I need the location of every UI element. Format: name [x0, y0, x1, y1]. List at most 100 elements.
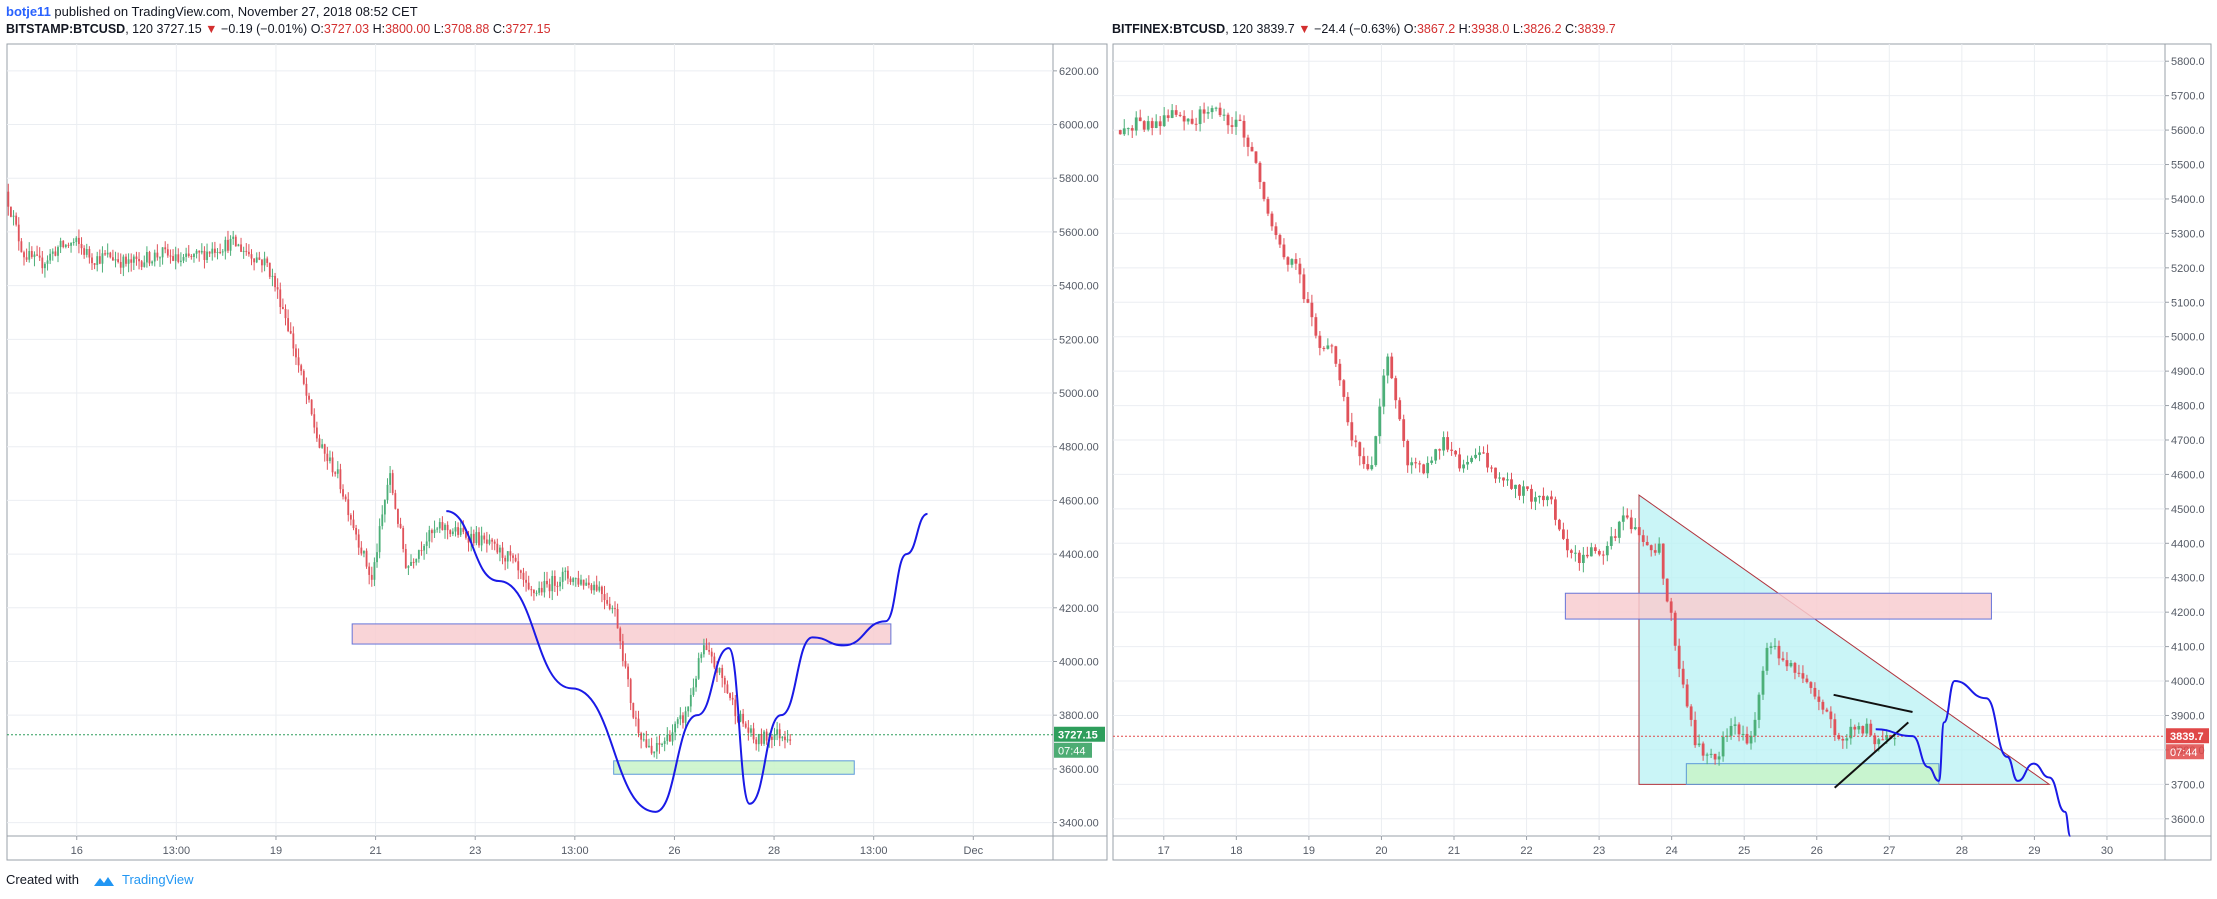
- left-low: 3708.88: [444, 22, 490, 36]
- candle-body: [1438, 449, 1442, 451]
- candle-body: [323, 444, 326, 454]
- x-tick-label: 21: [1448, 845, 1460, 857]
- candle-body: [125, 256, 127, 264]
- y-tick-label: 4200.0: [2171, 607, 2205, 619]
- tradingview-link[interactable]: TradingView: [122, 872, 194, 887]
- candle-body: [305, 383, 308, 396]
- candle-body: [496, 543, 499, 553]
- candle-body: [600, 586, 603, 595]
- candle-body: [1801, 673, 1805, 679]
- countdown-label: 07:44: [1058, 746, 1086, 758]
- right-change: −24.4 (−0.63%): [1314, 22, 1401, 36]
- candle-body: [342, 489, 344, 497]
- candle-body: [702, 645, 705, 655]
- author-link[interactable]: botje11: [6, 4, 51, 19]
- y-tick-label: 5000.0: [2171, 332, 2205, 344]
- candle-body: [1138, 117, 1142, 122]
- y-tick-label: 6000.00: [1059, 120, 1099, 132]
- candle-body: [1877, 739, 1881, 745]
- candle-body: [1506, 479, 1509, 481]
- candle-body: [457, 527, 460, 535]
- candle-body: [721, 668, 724, 678]
- candle-body: [407, 565, 410, 568]
- candle-body: [1633, 527, 1637, 530]
- candle-body: [1130, 128, 1134, 131]
- candle-body: [127, 259, 130, 264]
- candle-body: [412, 561, 415, 563]
- candle-body: [242, 250, 245, 252]
- candle-body: [44, 263, 46, 269]
- candle-body: [1198, 109, 1202, 125]
- candle-body: [1845, 738, 1849, 741]
- candle-body: [598, 586, 601, 591]
- candle-body: [117, 259, 120, 262]
- x-tick-label: 21: [369, 845, 381, 857]
- candle-body: [227, 239, 229, 251]
- candle-body: [587, 582, 590, 586]
- y-tick-label: 4800.00: [1059, 442, 1099, 454]
- candle-body: [245, 250, 248, 252]
- y-tick-label: 4000.0: [2171, 676, 2205, 688]
- candle-body: [190, 255, 193, 258]
- candle-body: [695, 678, 697, 688]
- candle-body: [1266, 199, 1270, 214]
- candle-body: [559, 581, 561, 587]
- candle-body: [668, 734, 671, 742]
- candle-body: [645, 739, 648, 748]
- candle-body: [166, 249, 169, 256]
- right-symbol: BITFINEX:BTCUSD: [1112, 22, 1226, 36]
- candle-body: [629, 679, 632, 703]
- candle-body: [551, 575, 554, 592]
- candle-body: [12, 215, 15, 217]
- candle-body: [1306, 299, 1310, 303]
- y-tick-label: 3400.00: [1059, 818, 1099, 830]
- candle-body: [1705, 754, 1709, 756]
- countdown-label: 07:44: [2170, 747, 2198, 759]
- published-text: published on TradingView.com, November 2…: [50, 4, 418, 19]
- candle-body: [376, 552, 378, 563]
- candle-body: [1338, 363, 1342, 381]
- candle-body: [1206, 112, 1210, 114]
- candle-body: [621, 641, 624, 661]
- candle-body: [263, 258, 266, 266]
- candle-body: [284, 309, 287, 319]
- candle-body: [318, 438, 321, 448]
- candle-body: [250, 254, 253, 259]
- right-symbol-legend: BITFINEX:BTCUSD, 120 3839.7 ▼ −24.4 (−0.…: [1112, 22, 1616, 36]
- candle-body: [1270, 213, 1274, 227]
- candle-body: [1577, 552, 1581, 563]
- candle-body: [574, 578, 577, 580]
- candle-body: [67, 244, 70, 246]
- candle-body: [1757, 694, 1761, 720]
- candle-body: [1569, 550, 1573, 553]
- candle-body: [373, 562, 376, 580]
- candle-body: [1817, 696, 1821, 702]
- resistance-zone: [351, 623, 892, 645]
- y-tick-label: 4400.0: [2171, 538, 2205, 550]
- candle-body: [1374, 436, 1378, 466]
- candle-body: [679, 715, 682, 720]
- right-low: 3826.2: [1523, 22, 1562, 36]
- candle-body: [420, 550, 423, 552]
- candle-body: [1186, 118, 1190, 122]
- candle-body: [506, 551, 509, 562]
- candle-body: [363, 550, 365, 554]
- candle-body: [77, 237, 80, 244]
- candle-body: [663, 740, 666, 744]
- candle-body: [465, 531, 467, 538]
- candle-body: [538, 587, 541, 593]
- candle-body: [1881, 739, 1885, 741]
- candle-body: [1605, 545, 1609, 556]
- candle-body: [334, 472, 337, 474]
- y-tick-label: 4600.00: [1059, 495, 1099, 507]
- candle-body: [786, 739, 789, 741]
- candle-body: [580, 579, 582, 585]
- candle-body: [64, 244, 67, 247]
- candle-body: [648, 745, 650, 748]
- created-with-text: Created with: [6, 872, 79, 887]
- candle-body: [710, 651, 713, 657]
- candle-body: [1725, 735, 1729, 737]
- candle-body: [655, 742, 658, 752]
- candle-body: [138, 258, 140, 262]
